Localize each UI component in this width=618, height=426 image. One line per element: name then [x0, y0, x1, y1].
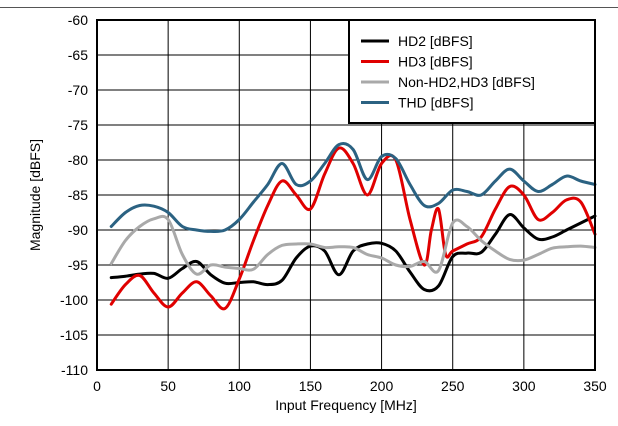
y-tick-label: -70	[68, 82, 88, 98]
y-axis-title: Magnitude [dBFS]	[27, 139, 43, 251]
y-tick-label: -90	[68, 222, 88, 238]
legend-entry-thd: THD [dBFS]	[361, 95, 473, 111]
x-tick-label: 350	[583, 378, 607, 394]
y-tick-label: -105	[60, 327, 88, 343]
top-rule	[0, 7, 618, 8]
legend-label: HD2 [dBFS]	[398, 33, 473, 49]
x-tick-label: 300	[512, 378, 536, 394]
series-non-hd2-hd3-line	[109, 214, 597, 276]
series-layer	[109, 142, 597, 311]
x-tick-label: 100	[228, 378, 252, 394]
plot-frame	[96, 19, 596, 371]
y-tick-label: -65	[68, 47, 88, 63]
y-tick-label: -100	[60, 292, 88, 308]
y-tick-label: -110	[61, 362, 88, 378]
y-tick-label: -60	[68, 12, 88, 28]
x-tick-label: 0	[93, 378, 101, 394]
legend-entry-non-hd2-hd3: Non-HD2,HD3 [dBFS]	[361, 74, 535, 90]
legend-box	[348, 19, 596, 124]
legend-entry-hd3: HD3 [dBFS]	[361, 54, 473, 70]
legend-label: Non-HD2,HD3 [dBFS]	[398, 74, 535, 90]
x-tick-label: 250	[441, 378, 465, 394]
x-tick-label: 200	[370, 378, 394, 394]
tick-labels: 0 50 100 150 200 250 300 350 -60 -65 -70 -75 -80 -85 -…	[60, 12, 607, 394]
legend-entry-hd2: HD2 [dBFS]	[361, 33, 473, 49]
x-tick-label: 50	[160, 378, 176, 394]
x-tick-label: 150	[299, 378, 323, 394]
series-hd3-line	[109, 146, 597, 311]
legend-label: HD3 [dBFS]	[398, 54, 473, 70]
legend: HD2 [dBFS] HD3 [dBFS] Non-HD2,HD3 [dBFS] TH…	[348, 19, 596, 124]
y-tick-label: -75	[68, 117, 88, 133]
x-axis-title: Input Frequency [MHz]	[275, 397, 417, 413]
y-tick-label: -80	[68, 152, 88, 168]
series-thd-line	[109, 142, 597, 233]
series-hd2-line	[109, 213, 597, 293]
legend-label: THD [dBFS]	[398, 95, 473, 111]
y-tick-label: -85	[68, 187, 88, 203]
y-tick-label: -95	[68, 257, 88, 273]
